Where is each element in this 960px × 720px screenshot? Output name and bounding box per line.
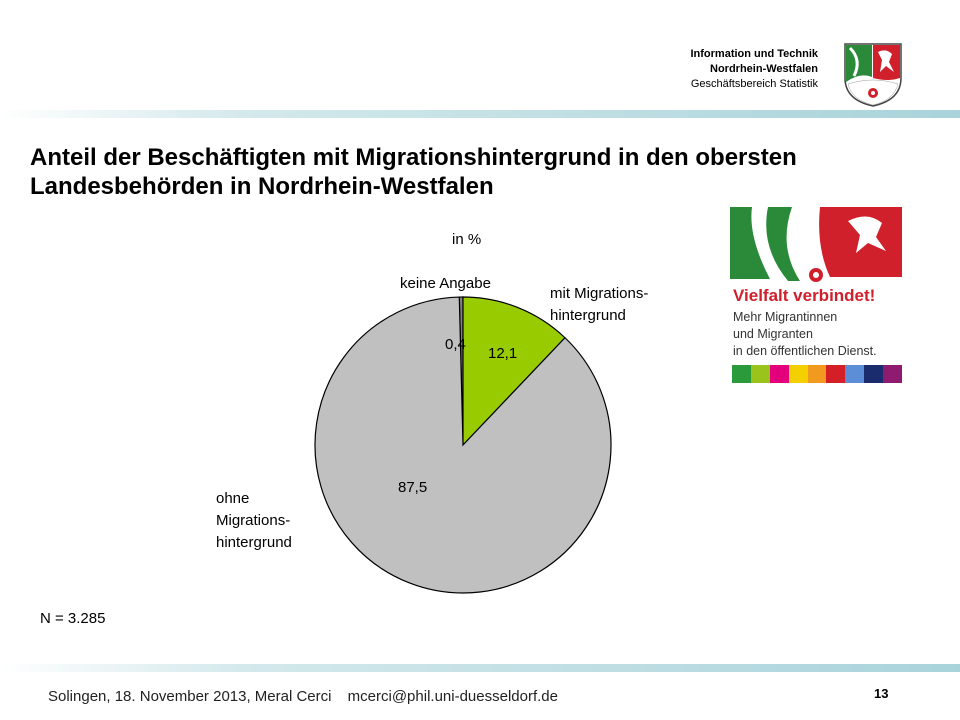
- promo-stripe: [732, 365, 751, 383]
- slice-label-ohne-line2: Migrations-: [216, 512, 291, 529]
- slice-label-ohne-migration: ohne Migrations- hintergrund: [216, 488, 292, 554]
- data-label-mit-migration: 12,1: [488, 345, 518, 362]
- header-divider: [0, 110, 960, 118]
- pie-chart: [314, 296, 612, 594]
- promo-line-2: und Migranten: [733, 327, 813, 341]
- promo-title: Vielfalt verbindet!: [733, 286, 876, 305]
- org-line-2: Nordrhein-Westfalen: [710, 63, 818, 75]
- vielfalt-promo-image: Vielfalt verbindet! Mehr Migrantinnen un…: [730, 207, 902, 383]
- promo-stripe: [826, 365, 846, 383]
- promo-line-1: Mehr Migrantinnen: [733, 310, 838, 324]
- promo-stripe: [864, 365, 884, 383]
- sample-size-note: N = 3.285: [40, 610, 106, 627]
- promo-color-stripes: [732, 365, 902, 383]
- data-label-ohne-migration: 87,5: [398, 479, 428, 496]
- promo-subtitle: Mehr Migrantinnen und Migranten in den ö…: [733, 309, 877, 360]
- promo-graphic-icon: [730, 207, 902, 282]
- slice-label-ohne-line1: ohne: [216, 490, 250, 507]
- promo-stripe: [807, 365, 827, 383]
- org-line-3: Geschäftsbereich Statistik: [690, 78, 818, 90]
- promo-stripe: [845, 365, 865, 383]
- promo-stripe: [788, 365, 808, 383]
- promo-stripe: [883, 365, 902, 383]
- promo-line-3: in den öffentlichen Dienst.: [733, 344, 877, 358]
- slice-label-keine-angabe: keine Angabe: [400, 275, 491, 292]
- slice-label-mit-line2: hintergrund: [550, 307, 626, 324]
- pie-slice-mit-migration: [462, 296, 566, 447]
- pie-slice-ohne-migration: [314, 296, 612, 594]
- slice-label-mit-line1: mit Migrations-: [550, 285, 649, 302]
- promo-stripe: [769, 365, 789, 383]
- promo-stripe: [750, 365, 770, 383]
- slice-label-mit-migration: mit Migrations- hintergrund: [550, 283, 648, 327]
- org-line-1: Information und Technik: [690, 48, 818, 60]
- page-number: 13: [874, 686, 889, 701]
- org-block: Information und Technik Nordrhein-Westfa…: [690, 47, 818, 92]
- slide-title: Anteil der Beschäftigten mit Migrationsh…: [30, 144, 797, 200]
- footer-divider: [0, 664, 960, 672]
- nrw-coat-of-arms-logo: [844, 43, 902, 107]
- slice-label-ohne-line3: hintergrund: [216, 534, 292, 551]
- footer-event: Solingen, 18. November 2013, Meral Cerci: [48, 688, 332, 705]
- data-label-keine-angabe: 0,4: [445, 336, 466, 353]
- footer-text: Solingen, 18. November 2013, Meral Cerci…: [48, 688, 558, 705]
- footer-email-link[interactable]: mcerci@phil.uni-duesseldorf.de: [347, 688, 558, 705]
- unit-label: in %: [452, 231, 482, 248]
